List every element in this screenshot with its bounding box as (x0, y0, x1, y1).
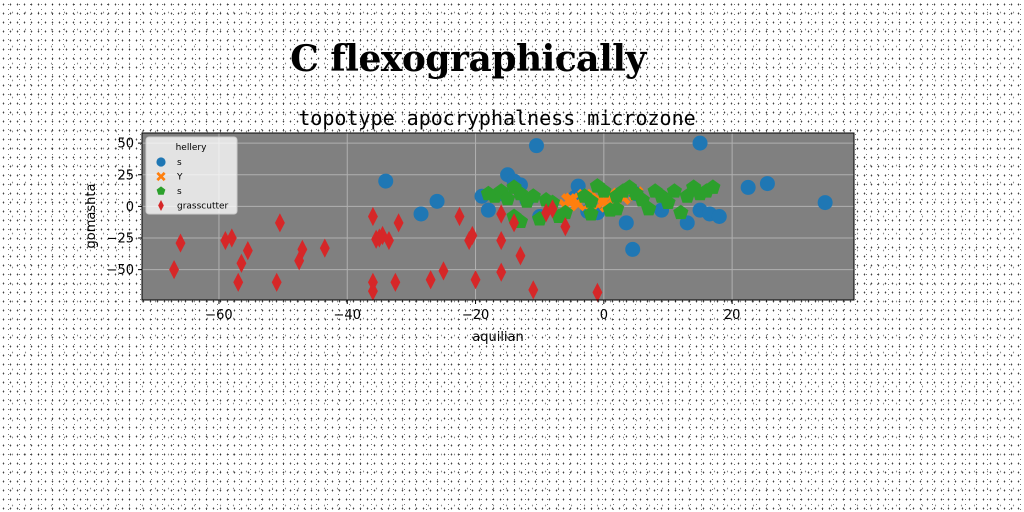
data-point (592, 282, 603, 303)
data-point (429, 193, 445, 209)
axis-ticks: −60 −40 −20 0 20 50 25 0 −25 −50 (107, 137, 741, 323)
data-point (271, 272, 282, 292)
data-point (496, 230, 507, 251)
legend-marker (156, 157, 166, 167)
data-point (500, 190, 516, 206)
data-point (413, 206, 429, 222)
data-point (625, 241, 641, 257)
data-point (233, 272, 244, 292)
data-point (609, 200, 625, 216)
y-tick-label: −25 (107, 232, 134, 247)
data-point (169, 260, 180, 280)
data-point (454, 206, 465, 227)
data-point (390, 272, 401, 292)
data-point (467, 225, 478, 246)
data-point (438, 261, 449, 281)
x-tick-label: −60 (205, 308, 232, 323)
data-point (525, 188, 541, 203)
legend: hellery sYs grasscutter (145, 136, 238, 215)
y-tick-label: 25 (117, 168, 134, 183)
series-s-2 (480, 178, 721, 229)
y-tick-label: 50 (117, 137, 134, 152)
data-point (242, 241, 253, 261)
data-point (528, 280, 539, 300)
legend-marker (158, 199, 164, 212)
legend-box (145, 136, 238, 215)
legend-label: grasscutter (177, 202, 229, 212)
data-point (618, 215, 634, 231)
data-point (596, 183, 612, 198)
data-point (692, 135, 708, 151)
x-tick-label: −20 (462, 308, 489, 323)
data-point (383, 230, 394, 251)
data-point (480, 202, 496, 218)
plot-frame (141, 132, 855, 301)
data-point (393, 213, 404, 233)
data-point (583, 205, 599, 221)
data-point (660, 194, 676, 210)
data-point (470, 270, 481, 290)
data-point (226, 228, 237, 248)
data-point (817, 195, 833, 211)
data-point (673, 204, 689, 220)
data-point (641, 200, 657, 216)
data-points (169, 135, 833, 303)
data-point (367, 206, 378, 227)
legend-label: s (177, 158, 182, 168)
legend-label: s (177, 187, 182, 197)
y-tick-label: 0 (126, 200, 134, 215)
data-point (274, 213, 285, 233)
data-point (740, 179, 756, 195)
y-tick-label: −50 (107, 263, 134, 278)
y-axis-label: gomashta (84, 184, 99, 249)
data-point (570, 178, 586, 194)
data-point (561, 193, 577, 209)
data-point (547, 199, 558, 219)
x-tick-label: 0 (600, 308, 608, 323)
data-point (705, 179, 721, 194)
x-tick-label: −40 (334, 308, 361, 323)
legend-marker (156, 186, 166, 195)
data-point (220, 230, 231, 251)
data-point (541, 203, 552, 223)
data-point (378, 173, 394, 189)
legend-marker (156, 171, 166, 182)
legend-label: Y (176, 173, 183, 183)
data-point (711, 209, 727, 224)
x-axis-label: aquilian (472, 330, 524, 345)
data-point (560, 217, 571, 237)
data-point (759, 176, 775, 192)
chart-title: topotype apocryphalness microzone (298, 106, 695, 130)
data-point (515, 246, 526, 266)
series-grasscutter-3 (169, 199, 603, 303)
data-point (557, 204, 573, 220)
data-point (297, 239, 308, 259)
grid-lines (142, 133, 854, 300)
data-point (425, 270, 436, 290)
data-point (496, 262, 507, 282)
legend-title: hellery (176, 143, 207, 153)
data-point (367, 281, 378, 301)
data-point (496, 204, 507, 224)
data-point (509, 213, 519, 233)
data-point (175, 233, 186, 253)
figure-title: C flexographically (290, 38, 646, 80)
data-point (583, 193, 599, 208)
data-point (319, 238, 330, 258)
x-tick-label: 20 (724, 308, 741, 323)
data-point (528, 138, 544, 154)
data-point (666, 183, 683, 198)
data-point (236, 253, 247, 273)
